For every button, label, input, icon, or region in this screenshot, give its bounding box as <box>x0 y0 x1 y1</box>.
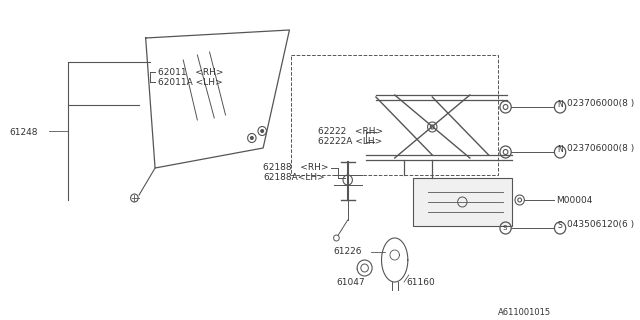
Text: S: S <box>557 221 562 230</box>
Text: 62188   <RH>: 62188 <RH> <box>263 163 328 172</box>
Text: N: N <box>557 145 563 154</box>
Text: 62011A <LH>: 62011A <LH> <box>158 78 223 87</box>
Text: M00004: M00004 <box>556 196 593 205</box>
Text: N: N <box>557 100 563 109</box>
Text: 61160: 61160 <box>406 278 435 287</box>
Text: A611001015: A611001015 <box>498 308 551 317</box>
Text: 62222   <RH>: 62222 <RH> <box>317 127 383 136</box>
Bar <box>413 178 512 226</box>
Text: 023706000(8 ): 023706000(8 ) <box>566 143 634 153</box>
Text: 043506120(6 ): 043506120(6 ) <box>566 220 634 228</box>
Text: 62011   <RH>: 62011 <RH> <box>158 68 223 77</box>
Text: 62222A <LH>: 62222A <LH> <box>317 137 382 146</box>
Text: 61226: 61226 <box>333 247 362 256</box>
Circle shape <box>250 137 253 140</box>
Text: 62188A<LH>: 62188A<LH> <box>263 173 325 182</box>
Text: S: S <box>503 225 507 231</box>
Circle shape <box>260 130 264 132</box>
Bar <box>291 55 498 175</box>
Text: 61248: 61248 <box>10 128 38 137</box>
Text: 023706000(8 ): 023706000(8 ) <box>566 99 634 108</box>
Text: 61047: 61047 <box>337 278 365 287</box>
